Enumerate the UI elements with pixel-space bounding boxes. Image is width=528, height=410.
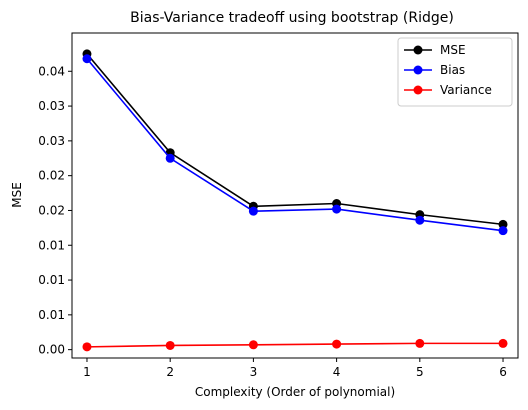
data-point-bias <box>165 153 175 163</box>
y-tick-label: 0.00 <box>38 343 65 357</box>
series-line-bias <box>86 58 504 232</box>
data-point-variance <box>248 340 258 350</box>
x-axis-label: Complexity (Order of polynomial) <box>195 385 395 399</box>
y-tick-label: 0.01 <box>38 273 65 287</box>
x-tick-label: 1 <box>83 365 91 379</box>
legend-label-bias: Bias <box>440 63 465 77</box>
legend-entries: MSE Bias Variance <box>404 43 492 97</box>
x-axis: 1 2 3 4 5 6 <box>83 358 507 379</box>
data-point-bias <box>248 206 258 216</box>
legend-box <box>397 37 513 107</box>
series-variance <box>82 338 508 352</box>
data-point-bias <box>498 226 508 236</box>
series-line-mse <box>86 53 504 226</box>
x-tick-label: 2 <box>166 365 174 379</box>
legend-item-bias: Bias <box>404 63 465 77</box>
legend-label-mse: MSE <box>440 43 466 57</box>
data-point-bias <box>82 54 92 64</box>
y-tick-label: 0.04 <box>38 64 65 78</box>
legend: MSE Bias Variance <box>397 37 513 107</box>
x-tick-label: 3 <box>250 365 258 379</box>
x-tick-label: 4 <box>333 365 341 379</box>
x-tick-label: 6 <box>499 365 507 379</box>
plot-area-frame <box>71 32 519 359</box>
y-tick-label: 0.03 <box>38 99 65 113</box>
y-tick-label: 0.02 <box>38 169 65 183</box>
data-point-variance <box>498 338 508 348</box>
legend-marker-mse <box>413 45 423 55</box>
x-tick-label: 5 <box>416 365 424 379</box>
data-point-bias <box>332 204 342 214</box>
y-tick-label: 0.03 <box>38 134 65 148</box>
legend-label-variance: Variance <box>440 83 492 97</box>
legend-marker-variance <box>413 85 423 95</box>
legend-marker-bias <box>413 65 423 75</box>
legend-item-mse: MSE <box>404 43 466 57</box>
series-layer <box>82 49 508 352</box>
y-tick-label: 0.02 <box>38 203 65 217</box>
data-point-variance <box>82 342 92 352</box>
data-point-variance <box>415 338 425 348</box>
chart-title: Bias-Variance tradeoff using bootstrap (… <box>130 10 454 26</box>
y-axis: 0.00 0.01 0.01 0.01 0.02 0.02 0.03 0.03 0.04 <box>38 64 72 357</box>
data-point-variance <box>332 339 342 349</box>
y-tick-label: 0.01 <box>38 238 65 252</box>
legend-item-variance: Variance <box>404 83 492 97</box>
series-line-variance <box>86 342 504 348</box>
data-point-bias <box>415 215 425 225</box>
series-bias <box>82 54 508 236</box>
data-point-variance <box>165 340 175 350</box>
y-axis-label: MSE <box>10 182 24 208</box>
y-tick-label: 0.01 <box>38 308 65 322</box>
data-point-mse <box>498 219 508 229</box>
